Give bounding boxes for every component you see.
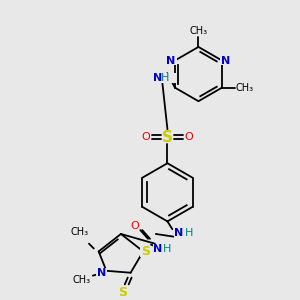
- Bar: [140, 246, 152, 257]
- Text: N: N: [167, 56, 176, 65]
- Text: N: N: [153, 73, 162, 83]
- Text: H: H: [161, 73, 170, 83]
- Text: CH₃: CH₃: [235, 82, 253, 93]
- Bar: [96, 268, 107, 278]
- Bar: [220, 56, 232, 65]
- Text: H: H: [163, 244, 172, 254]
- Text: CH₃: CH₃: [70, 227, 88, 237]
- Text: N: N: [97, 268, 106, 278]
- Bar: [117, 286, 129, 298]
- Text: O: O: [142, 132, 151, 142]
- Text: H: H: [184, 228, 193, 238]
- Bar: [162, 131, 173, 143]
- Text: CH₃: CH₃: [189, 26, 208, 36]
- Bar: [174, 227, 196, 239]
- Text: O: O: [130, 221, 139, 231]
- Text: CH₃: CH₃: [72, 275, 90, 286]
- Text: S: S: [162, 130, 173, 145]
- Bar: [158, 73, 177, 83]
- Bar: [184, 132, 194, 142]
- Bar: [165, 56, 177, 65]
- Text: S: S: [142, 245, 151, 258]
- Text: N: N: [153, 244, 162, 254]
- Bar: [130, 221, 139, 231]
- Text: S: S: [118, 286, 127, 298]
- Text: O: O: [184, 132, 193, 142]
- Text: N: N: [174, 228, 184, 238]
- Text: N: N: [221, 56, 230, 65]
- Bar: [153, 244, 174, 255]
- Bar: [141, 132, 151, 142]
